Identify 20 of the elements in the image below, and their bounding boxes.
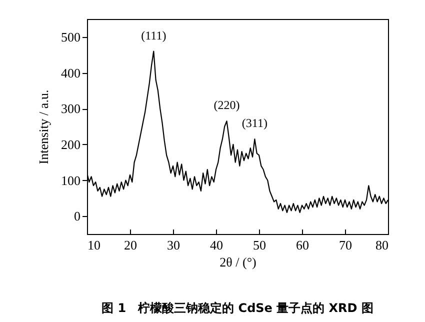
y-tick-label: 100 <box>61 172 80 188</box>
x-tick-label: 70 <box>339 238 352 252</box>
x-tick-label: 80 <box>376 238 388 252</box>
y-tick-label: 500 <box>61 29 80 44</box>
x-tick-label: 50 <box>253 238 266 252</box>
y-tick-label: 0 <box>74 208 80 224</box>
x-tick-label: 10 <box>88 238 100 252</box>
x-tick-label: 60 <box>296 238 309 252</box>
y-axis-title: Intensity / a.u. <box>36 90 51 164</box>
x-tick-label: 40 <box>210 238 223 252</box>
text: 图 1 柠檬酸三钠稳定的 CdSe 量子点的 XRD 图 <box>102 301 374 315</box>
x-tick-label: 30 <box>167 238 180 252</box>
annotation: (220) <box>214 98 240 112</box>
x-tick-label: 20 <box>124 238 137 252</box>
annotation: (111) <box>141 28 166 42</box>
y-tick-label: 400 <box>61 65 80 80</box>
annotation: (311) <box>242 116 268 130</box>
y-tick-label: 300 <box>61 101 80 116</box>
y-tick-label: 200 <box>61 136 80 152</box>
x-axis-title: 2θ / (°) <box>220 254 256 270</box>
